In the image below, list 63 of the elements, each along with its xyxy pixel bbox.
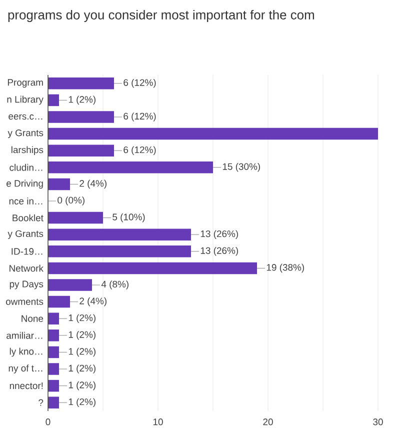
data-label: 1 (2%) xyxy=(68,381,96,390)
x-tick-label: 30 xyxy=(373,418,383,426)
data-label: 0 (0%) xyxy=(58,196,84,206)
y-tick-label: cludin… xyxy=(10,164,42,171)
y-tick-label: py Days xyxy=(10,280,44,290)
y-tick-label: None xyxy=(22,315,44,322)
chart-title: programs do you consider most important for the com xyxy=(8,10,314,22)
bar xyxy=(48,94,59,106)
y-tick-label: Program xyxy=(8,79,43,88)
bar xyxy=(48,162,213,174)
bar xyxy=(48,380,59,392)
bar xyxy=(48,246,191,258)
data-label: 1 (2%) xyxy=(68,398,96,408)
bar xyxy=(48,296,70,308)
bar xyxy=(48,312,59,324)
x-tick-label: 10 xyxy=(153,418,163,426)
y-tick-label: eers.c… xyxy=(8,114,42,120)
y-tick-label: ly kno… xyxy=(10,348,42,357)
bar xyxy=(48,330,59,342)
data-label: 1 (2%) xyxy=(68,364,96,374)
y-tick-label: ny of t… xyxy=(8,364,42,374)
data-label: 13 (26%) xyxy=(200,230,238,240)
y-tick-label: larships xyxy=(12,146,44,156)
bar xyxy=(48,78,114,90)
y-tick-label: nnector! xyxy=(10,382,43,390)
bar xyxy=(48,363,59,375)
y-tick-label: owments xyxy=(6,298,44,305)
bar xyxy=(48,279,92,291)
data-label: 6 (12%) xyxy=(124,112,156,122)
y-tick-label: Booklet xyxy=(12,214,44,222)
x-tick-label: 0 xyxy=(46,418,50,426)
data-label: 1 (2%) xyxy=(68,330,96,340)
data-label: 1 (2%) xyxy=(68,96,96,105)
x-tick-label: 20 xyxy=(263,418,273,426)
bar xyxy=(48,144,114,156)
y-tick-label: n Library xyxy=(7,96,44,105)
bar xyxy=(48,228,191,240)
bar xyxy=(48,178,70,190)
y-tick-label: amiliar… xyxy=(6,332,42,339)
data-label: 5 (10%) xyxy=(112,213,145,222)
bar xyxy=(48,396,59,408)
data-label: 19 (38%) xyxy=(266,264,304,273)
data-label: 6 (12%) xyxy=(124,146,156,156)
data-label: 1 (2%) xyxy=(68,314,96,324)
bar xyxy=(48,262,257,274)
data-label: 15 (30%) xyxy=(222,162,260,172)
y-tick-label: ID-19… xyxy=(12,248,42,255)
data-label: 2 (4%) xyxy=(80,180,106,189)
y-tick-label: nce in… xyxy=(9,198,42,204)
bar xyxy=(48,346,59,358)
bar xyxy=(48,128,378,140)
y-tick-label: y Grants xyxy=(8,130,44,138)
bar xyxy=(48,212,103,224)
data-label: 6 (12%) xyxy=(124,78,156,88)
data-label: 13 (26%) xyxy=(200,246,238,256)
data-label: 2 (4%) xyxy=(80,297,106,306)
data-label: 4 (8%) xyxy=(101,280,128,290)
bar xyxy=(48,111,114,123)
y-tick-label: ? xyxy=(38,399,44,406)
y-tick-label: Network xyxy=(10,264,44,272)
data-label: 1 (2%) xyxy=(68,348,96,357)
y-tick-label: e Driving xyxy=(6,180,43,189)
y-tick-label: y Grants xyxy=(8,230,44,239)
